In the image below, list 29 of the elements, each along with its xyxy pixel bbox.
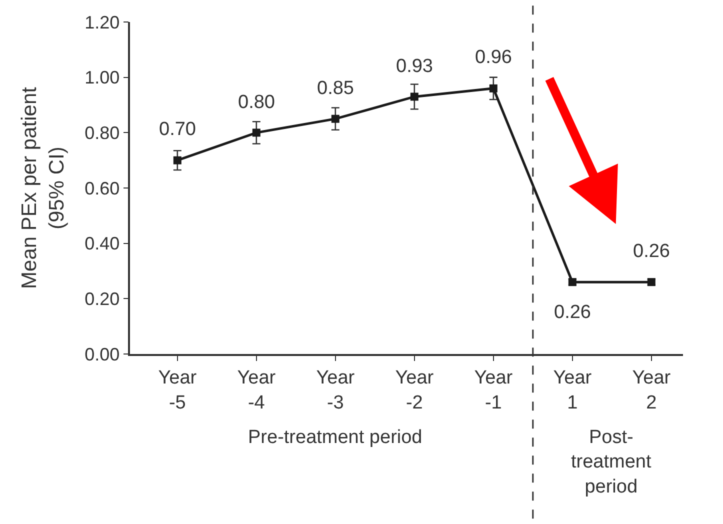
data-label: 0.85 — [317, 78, 354, 99]
y-tick-label: 0.80 — [84, 122, 120, 143]
y-tick-label: 1.00 — [84, 68, 120, 88]
x-tick-label: Year -3 — [316, 368, 356, 414]
text: Pre-treatment period — [248, 427, 422, 448]
data-label: 0.93 — [396, 56, 433, 77]
x-tick-label: Year 1 — [553, 368, 592, 414]
point — [489, 84, 498, 92]
data-label: 0.26 — [554, 302, 591, 323]
y-tick-label: 0.00 — [84, 344, 120, 364]
x-tick-label: Year -1 — [474, 368, 514, 414]
point — [331, 114, 340, 123]
x-tick-label: Year -2 — [395, 368, 434, 414]
point — [252, 128, 260, 137]
y-tick-label: 0.40 — [84, 234, 120, 254]
point — [173, 156, 182, 164]
y-tick-label: 0.20 — [84, 288, 120, 309]
data-label: 0.26 — [633, 241, 670, 262]
x-tick-label: Year 2 — [632, 368, 672, 414]
data-label: 0.70 — [159, 119, 196, 140]
y-tick-label: 1.20 — [84, 12, 120, 32]
x-tick-label: Year -4 — [237, 368, 276, 414]
text: Post- treatment period — [571, 427, 652, 498]
data-label: 0.96 — [475, 47, 512, 68]
y-tick-label: 0.60 — [84, 178, 120, 198]
point — [410, 92, 418, 101]
y-axis-title: Mean PEx per patient (95% CI) — [18, 86, 68, 289]
data-label: 0.80 — [238, 92, 275, 113]
x-tick-label: Year -5 — [158, 368, 198, 414]
